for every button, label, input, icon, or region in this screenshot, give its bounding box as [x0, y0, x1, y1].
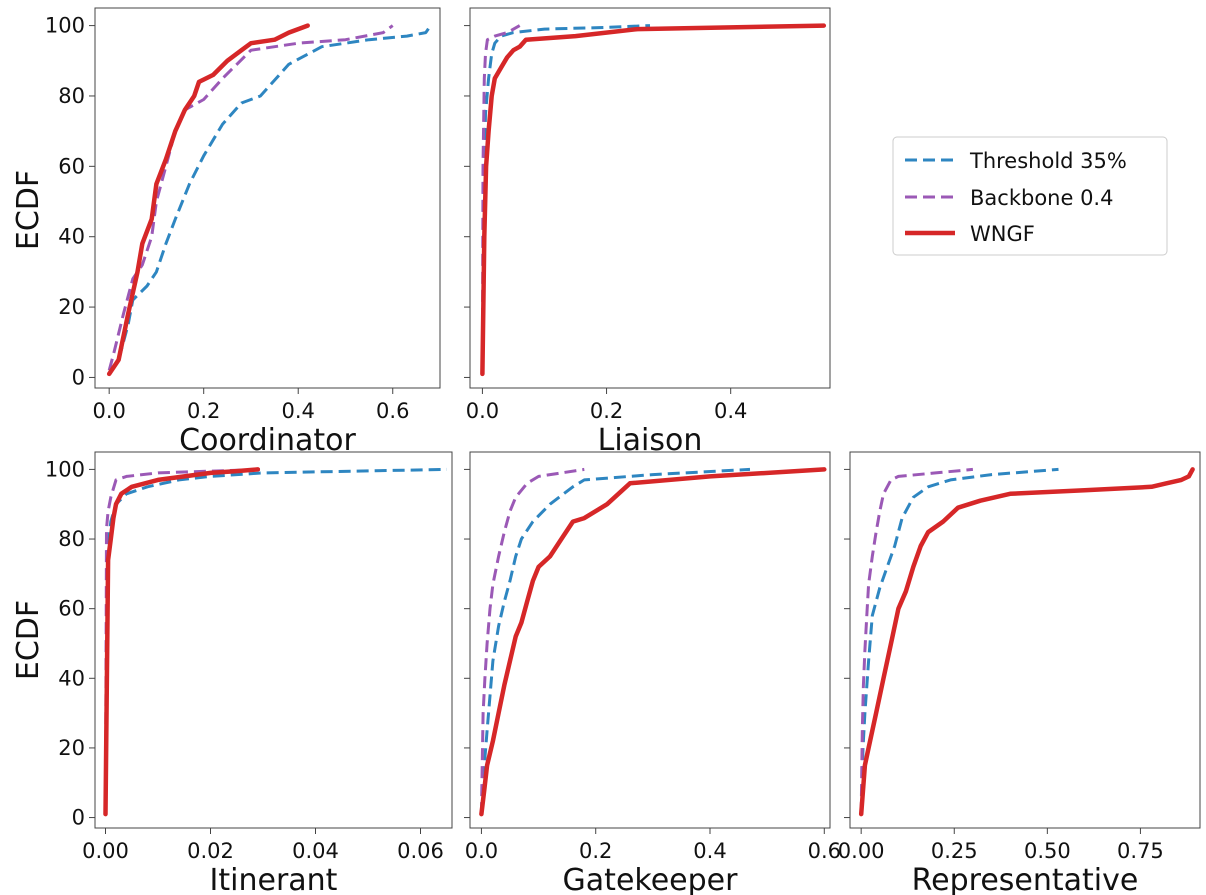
- x-tick-label: 0.4: [282, 399, 315, 423]
- x-axis-title-representative: Representative: [912, 863, 1139, 895]
- series-line-threshold-35: [479, 467, 751, 815]
- y-tick-label: 100: [45, 457, 85, 481]
- ylabel-bottom: ECDF: [11, 600, 46, 680]
- y-tick-label: 100: [45, 14, 85, 38]
- x-tick-label: 0.0: [92, 399, 125, 423]
- x-tick-label: 0.00: [838, 839, 885, 863]
- series-line-backbone-0-4: [480, 24, 521, 374]
- panel-frame: [849, 451, 1201, 829]
- x-tick-label: 0.2: [579, 839, 612, 863]
- x-tick-label: 0.2: [187, 399, 220, 423]
- series-line-wngf: [858, 467, 1195, 817]
- x-tick-label: 0.50: [1024, 839, 1071, 863]
- x-axis-title-liaison: Liaison: [598, 423, 703, 458]
- legend-label-wngf: WNGF: [970, 222, 1035, 246]
- y-tick-label: 0: [72, 806, 85, 830]
- y-tick-label: 60: [58, 597, 85, 621]
- x-tick-label: 0.06: [397, 839, 444, 863]
- series-line-wngf: [479, 467, 827, 817]
- x-tick-label: 0.6: [808, 839, 841, 863]
- panel-frame: [469, 451, 831, 829]
- legend: Threshold 35% Backbone 0.4 WNGF: [892, 136, 1168, 256]
- legend-label-backbone: Backbone 0.4: [970, 186, 1113, 210]
- series-line-backbone-0-4: [479, 467, 585, 815]
- y-tick-label: 20: [58, 736, 85, 760]
- series-line-backbone-0-4: [107, 24, 394, 371]
- series-line-threshold-35: [859, 467, 1059, 815]
- series-line-wngf: [106, 23, 310, 377]
- series-line-backbone-0-4: [104, 467, 264, 815]
- series-line-threshold-35: [107, 24, 432, 375]
- y-tick-label: 40: [58, 666, 85, 690]
- x-tick-label: 0.2: [590, 399, 623, 423]
- legend-box: [892, 136, 1168, 256]
- y-tick-label: 40: [58, 225, 85, 249]
- series-line-backbone-0-4: [859, 467, 974, 815]
- x-tick-label: 0.4: [693, 839, 726, 863]
- y-tick-label: 20: [58, 295, 85, 319]
- series-line-wngf: [103, 467, 261, 817]
- panel-frame: [469, 7, 831, 389]
- panel-coordinator: 0 20 40 60 80 100 0.0 0.2 0.4 0.6 Coordinator: [45, 7, 441, 458]
- series-line-wngf: [480, 23, 827, 377]
- panel-itinerant: 0 20 40 60 80 100 0.00 0.02 0.04 0.06 Itinerant: [45, 451, 453, 895]
- x-tick-label: 0.04: [292, 839, 339, 863]
- x-tick-label: 0.6: [376, 399, 409, 423]
- y-tick-label: 80: [58, 84, 85, 108]
- x-axis-title-itinerant: Itinerant: [210, 863, 338, 895]
- y-tick-label: 60: [58, 154, 85, 178]
- x-tick-label: 0.25: [931, 839, 978, 863]
- ylabel-top: ECDF: [11, 170, 46, 250]
- x-tick-label: 0.02: [187, 839, 234, 863]
- x-tick-label: 0.75: [1117, 839, 1164, 863]
- x-axis-title-coordinator: Coordinator: [179, 423, 356, 458]
- y-tick-label: 80: [58, 527, 85, 551]
- panel-gatekeeper: 0.0 0.2 0.4 0.6 Gatekeeper: [464, 451, 841, 895]
- x-tick-label: 0.00: [82, 839, 129, 863]
- x-tick-label: 0.0: [465, 839, 498, 863]
- panel-frame: [94, 7, 441, 389]
- series-line-threshold-35: [104, 467, 447, 815]
- y-tick-label: 0: [72, 365, 85, 389]
- x-tick-label: 0.0: [466, 399, 499, 423]
- legend-label-threshold: Threshold 35%: [969, 149, 1127, 173]
- x-tick-label: 0.4: [714, 399, 747, 423]
- x-axis-title-gatekeeper: Gatekeeper: [563, 863, 739, 895]
- panel-liaison: 0.0 0.2 0.4 Liaison: [464, 7, 831, 458]
- panel-frame: [94, 451, 453, 829]
- series-line-threshold-35: [480, 24, 651, 374]
